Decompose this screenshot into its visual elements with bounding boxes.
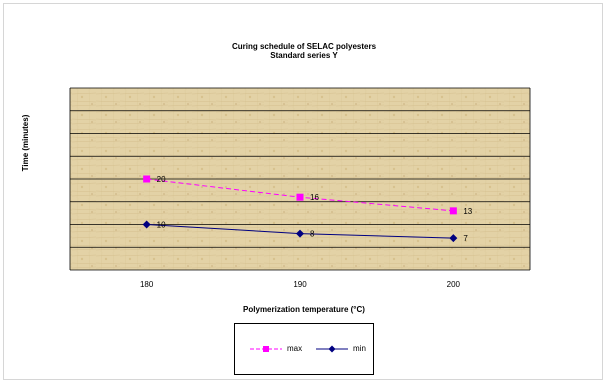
marker-min — [142, 220, 151, 229]
legend-label-min: min — [353, 344, 366, 353]
chart-subtitle: Standard series Y — [270, 51, 338, 60]
legend-item-min: min — [315, 344, 366, 353]
x-axis-label: Polymerization temperature (°C) — [243, 305, 365, 314]
data-label-min: 8 — [310, 230, 315, 239]
legend-item-max: max — [249, 344, 302, 353]
marker-max — [143, 175, 151, 183]
legend: max min — [234, 323, 374, 375]
data-label-min: 10 — [157, 221, 166, 230]
marker-max — [449, 207, 457, 215]
x-tick-label: 180 — [140, 280, 154, 289]
chart-title: Curing schedule of SELAC polyesters — [231, 42, 377, 51]
marker-min — [449, 234, 458, 243]
x-tick-label: 200 — [447, 280, 461, 289]
marker-max — [296, 193, 304, 201]
data-label-max: 16 — [310, 193, 319, 202]
legend-label-max: max — [287, 344, 303, 353]
legend-swatch-max — [250, 345, 282, 352]
data-label-max: 20 — [157, 175, 166, 184]
x-tick-label: 190 — [293, 280, 307, 289]
data-label-max: 13 — [463, 207, 472, 216]
legend-swatch-min — [316, 345, 348, 352]
marker-min — [296, 229, 304, 238]
data-label-min: 7 — [463, 234, 468, 243]
